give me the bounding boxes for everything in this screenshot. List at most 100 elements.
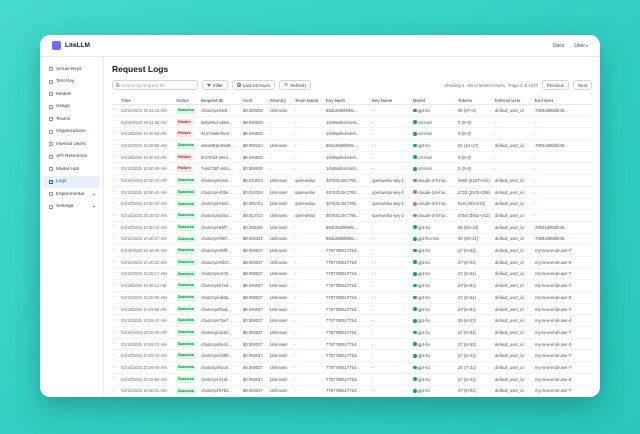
cell-internal-user: default_user_id <box>495 248 524 254</box>
expand-row-button[interactable]: › <box>113 154 115 160</box>
user-menu[interactable]: User▾ <box>574 43 588 49</box>
table-row[interactable]: › 03/15/2025 10:29:35 AM Success chatcmpl-a… <box>112 327 592 339</box>
refresh-button-label: Refresh <box>290 82 306 88</box>
cell-key-hash: 77877805177b4... <box>326 318 360 324</box>
sidebar-item-virtual-keys[interactable]: Virtual Keys <box>43 63 100 76</box>
table-row[interactable]: › 03/15/2025 10:29:21 AM Success chatcmpl-0… <box>112 339 592 351</box>
expand-row-button[interactable]: › <box>113 376 115 382</box>
table-row[interactable]: › 03/15/2025 10:29:15 AM Success chatcmpl-d… <box>112 350 592 363</box>
filter-button[interactable]: Filter <box>202 80 228 90</box>
cell-country: Unknown <box>270 329 288 335</box>
table-row[interactable]: › 03/15/2025 10:30:51 AM Failure f2d74fd4-2… <box>112 152 592 164</box>
sidebar-item-usage[interactable]: Usage <box>43 101 100 114</box>
cell-status: Success <box>176 341 201 348</box>
table-row[interactable]: › 03/15/2025 10:30:49 AM Failure 7e6d7387-d… <box>112 163 592 176</box>
column-header: Status <box>176 97 189 103</box>
table-row[interactable]: › 03/15/2025 10:30:17 AM Success chatcmpl-c… <box>112 269 592 281</box>
expand-row-button[interactable]: › <box>113 107 115 113</box>
table-row[interactable]: › 03/15/2025 10:30:44 AM Success chatcmpl-e… <box>112 199 592 211</box>
sidebar-item-test-key[interactable]: Test Key <box>43 76 100 89</box>
time-range-button[interactable]: Last 24 Hours <box>231 80 276 90</box>
provider-openai-icon <box>413 143 417 148</box>
cell-end-user: - <box>535 201 537 207</box>
bar-chart-icon <box>49 104 53 109</box>
table-row[interactable]: › 03/15/2025 10:30:41 AM Success chatcmpl-8… <box>112 222 592 234</box>
table-row[interactable]: › 03/15/2025 10:30:53 AM Failure 41474a86-f… <box>112 128 592 141</box>
cell-country: Unknown <box>270 236 288 242</box>
sidebar-item-model-hub[interactable]: Model Hub <box>43 163 100 176</box>
sidebar-item-logs[interactable]: Logs <box>43 175 100 188</box>
cell-team-name: openwebui <box>295 189 316 195</box>
expand-row-button[interactable]: › <box>113 247 115 253</box>
table-row[interactable]: › 03/15/2025 10:30:36 AM Success chatcmpl-3… <box>112 245 592 257</box>
table-row[interactable]: › 03/15/2025 10:30:31 AM Success chatcmpl-0… <box>112 257 592 269</box>
next-button[interactable]: Next <box>572 80 592 90</box>
table-row[interactable]: › 03/15/2025 10:30:47 AM Success chatcmpl-d… <box>112 175 592 187</box>
table-row[interactable]: › 03/15/2025 10:31:18 AM Success chatcmpl-6… <box>112 105 592 117</box>
sidebar-item-models[interactable]: Models <box>43 88 100 101</box>
column-header: Key Hash <box>326 97 346 103</box>
previous-button[interactable]: Previous <box>541 80 569 90</box>
expand-row-button[interactable]: › <box>113 282 115 288</box>
sidebar-item-api-reference[interactable]: API Reference <box>43 151 100 164</box>
table-row[interactable]: › 03/15/2025 10:30:37 AM Success chatcmpl-f… <box>112 234 592 246</box>
cell-country: Unknown <box>270 364 288 370</box>
cell-cost: $0.000000 <box>243 107 263 113</box>
expand-row-button[interactable]: › <box>113 353 115 359</box>
expand-row-button[interactable]: › <box>113 119 115 125</box>
cell-status: Failure <box>176 119 201 126</box>
cell-model: gpt-4o <box>413 318 458 323</box>
sidebar-item-internal-users[interactable]: Internal Users <box>43 138 100 151</box>
expand-row-button[interactable]: › <box>113 166 115 172</box>
expand-row-button[interactable]: › <box>113 189 115 195</box>
expand-row-button[interactable]: › <box>113 224 115 230</box>
table-row[interactable]: › 03/15/2025 10:30:05 AM Success chatcmpl-c… <box>112 292 592 304</box>
expand-row-button[interactable]: › <box>113 306 115 312</box>
table-row[interactable]: › 03/15/2025 10:28:59 AM Success chatcmpl-4… <box>112 374 592 386</box>
expand-row-button[interactable]: › <box>113 259 115 265</box>
cell-key-hash: 77877805177b4... <box>326 388 360 394</box>
table-row[interactable]: › 03/15/2025 10:28:51 AM Success chatcmpl-6… <box>112 386 592 397</box>
cell-status: Success <box>176 306 201 313</box>
table-row[interactable]: › 03/15/2025 10:29:08 AM Success chatcmpl-9… <box>112 362 592 374</box>
table-row[interactable]: › 03/15/2025 10:30:52 AM Success a9ea881b-5… <box>112 140 592 152</box>
expand-row-button[interactable]: › <box>113 130 115 136</box>
cell-model: o3-mini <box>413 120 458 125</box>
cell-team-name: - <box>295 248 297 254</box>
expand-row-button[interactable]: › <box>113 388 115 394</box>
expand-row-button[interactable]: › <box>113 317 115 323</box>
sidebar-item-teams[interactable]: Teams <box>43 113 100 126</box>
expand-row-button[interactable]: › <box>113 271 115 277</box>
expand-row-button[interactable]: › <box>113 341 115 347</box>
expand-row-button[interactable]: › <box>113 294 115 300</box>
sidebar-item-experimental[interactable]: Experimental ▾ <box>43 188 100 201</box>
table-row[interactable]: › 03/15/2025 10:29:47 AM Success chatcmpl-7… <box>112 315 592 328</box>
expand-row-button[interactable]: › <box>113 142 115 148</box>
table-row[interactable]: › 03/15/2025 10:29:58 AM Success chatcmpl-f… <box>112 304 592 316</box>
window-body: Virtual Keys Test Key Models Usage Teams Orga… <box>40 57 600 397</box>
status-badge: Success <box>176 329 196 336</box>
sidebar-item-organizations[interactable]: Organizations <box>43 126 100 139</box>
table-row[interactable]: › 03/15/2025 10:30:45 AM Success chatcmpl-4… <box>112 187 592 199</box>
cell-cost: $0.014724 <box>243 213 263 219</box>
cell-model: gpt-4o <box>413 353 458 358</box>
cell-cost: $0.010034 <box>243 177 263 183</box>
table-body: › 03/15/2025 10:31:18 AM Success chatcmpl-6… <box>112 105 592 397</box>
expand-row-button[interactable]: › <box>113 212 115 218</box>
sidebar-item-settings[interactable]: Settings ▾ <box>43 201 100 214</box>
search-input[interactable] <box>121 82 194 88</box>
cell-model: gpt-4o <box>413 342 458 347</box>
expand-row-button[interactable]: › <box>113 364 115 370</box>
refresh-button[interactable]: ⟳ Refresh <box>279 80 311 90</box>
cell-key-hash: 77877805177b4... <box>326 341 360 347</box>
search-box[interactable] <box>112 80 198 90</box>
table-row[interactable]: › 03/15/2025 10:30:43 AM Success chatcmpl-a… <box>112 210 592 222</box>
expand-row-button[interactable]: › <box>113 236 115 242</box>
table-row[interactable]: › 03/15/2025 10:31:02 AM Failure d6ba05cf-e… <box>112 117 592 129</box>
table-row[interactable]: › 03/15/2025 10:30:11 AM Success chatcmpl-b… <box>112 280 592 292</box>
expand-row-button[interactable]: › <box>113 201 115 207</box>
expand-row-button[interactable]: › <box>113 177 115 183</box>
cell-tokens: 3764 (3552+212) <box>458 213 491 219</box>
expand-row-button[interactable]: › <box>113 329 115 335</box>
docs-link[interactable]: Docs <box>553 42 565 49</box>
